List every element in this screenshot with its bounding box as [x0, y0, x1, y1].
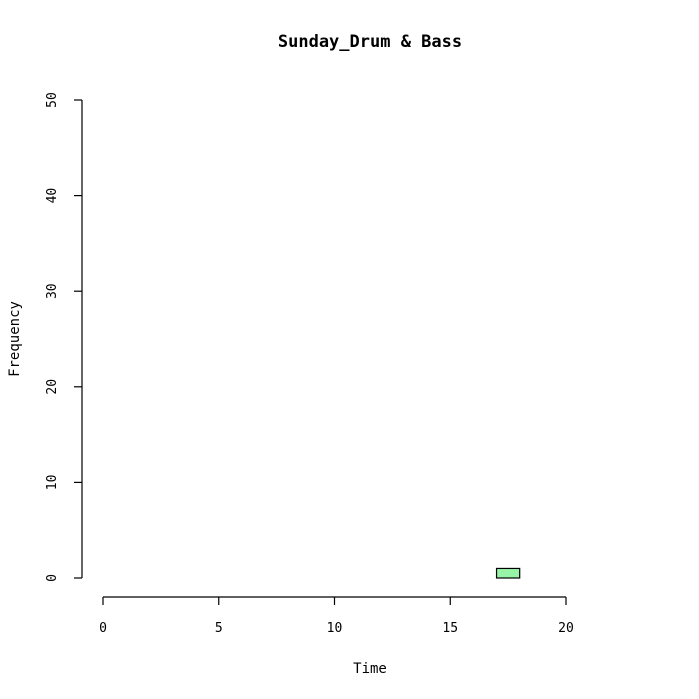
histogram-bar: [495, 567, 521, 579]
x-tick-label: 5: [215, 621, 223, 636]
x-axis-label: Time: [353, 661, 387, 677]
y-tick-label: 50: [45, 92, 60, 108]
y-tick-label: 40: [45, 188, 60, 204]
y-tick-label: 0: [45, 574, 60, 582]
x-tick-label: 0: [99, 621, 107, 636]
x-axis: 0 5 10 15 20: [99, 596, 574, 636]
y-tick-label: 10: [45, 475, 60, 491]
chart-title: Sunday_Drum & Bass: [278, 32, 462, 52]
x-tick-label: 20: [558, 621, 574, 636]
bars-group: [495, 567, 521, 579]
y-axis: 0 10 20 30 40 50: [45, 92, 83, 582]
x-tick-label: 15: [442, 621, 458, 636]
y-axis-label: Frequency: [7, 301, 23, 377]
x-tick-label: 10: [327, 621, 343, 636]
y-tick-label: 20: [45, 379, 60, 395]
y-tick-label: 30: [45, 283, 60, 299]
